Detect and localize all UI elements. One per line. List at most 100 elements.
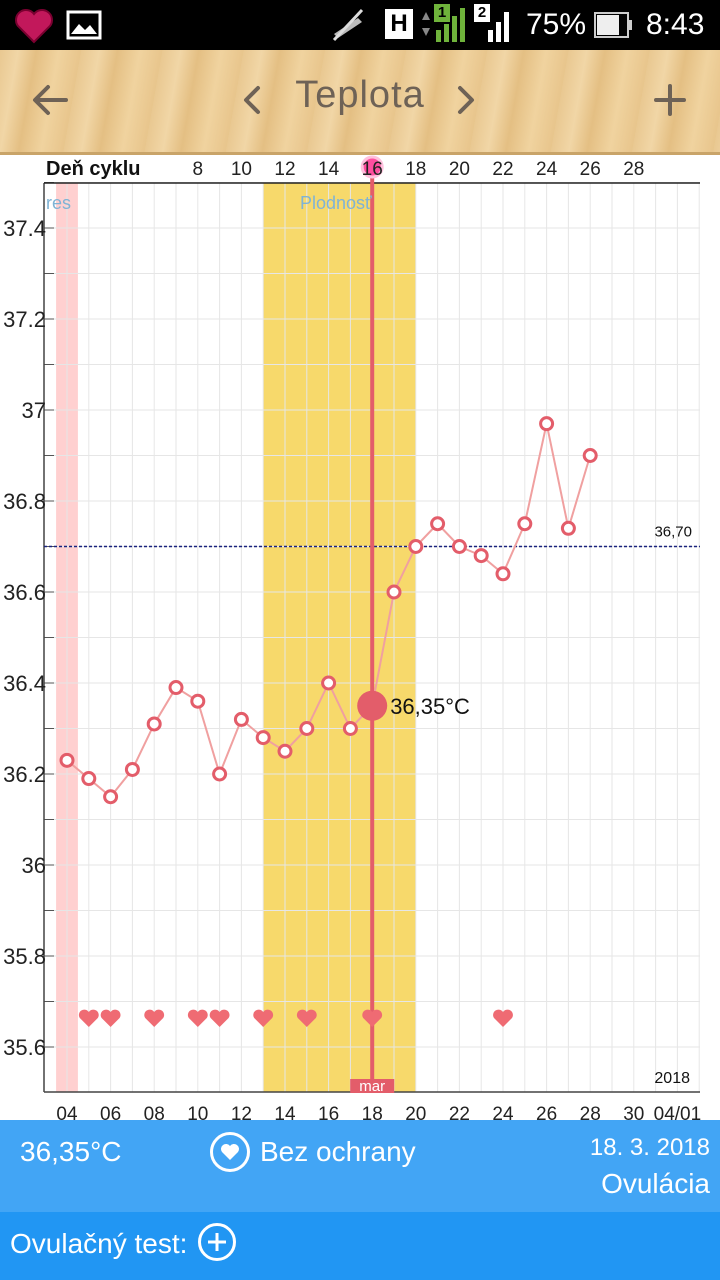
data-point [146,716,162,732]
sim2-badge: 2 [474,4,490,22]
status-bar: H 1 2 75% 8:43 [0,0,720,50]
cycle-day-tick-label: 16 [362,159,383,180]
cycle-day-tick-label: 12 [274,159,295,180]
date-tick-label: 30 [623,1104,644,1120]
data-point [430,516,446,532]
intercourse-heart-icon [78,1009,99,1027]
cycle-day-tick-label: 26 [580,159,601,180]
data-point [212,766,228,782]
data-point [408,539,424,554]
data-point [299,721,315,736]
selected-value-label: 36,35°C [390,694,470,719]
date-tick-label: 06 [100,1104,121,1120]
data-point [190,693,206,709]
y-tick-label: 36.6 [3,580,46,605]
fertile-band-label: Plodnosť [300,193,372,213]
summary-date: 18. 3. 2018 [589,1134,710,1161]
data-point [451,539,467,554]
cycle-day-tick-label: 18 [405,159,426,180]
intercourse-heart-icon [144,1009,165,1027]
day-summary-bar[interactable]: 36,35°C Bez ochrany 18. 3. 2018 Ovulácia [0,1120,720,1212]
month-label-background [350,1079,395,1093]
y-tick-label: 37 [22,398,46,423]
data-point [560,520,576,536]
data-point [582,448,598,463]
data-point [277,743,293,759]
date-tick-label: 04 [56,1104,78,1120]
arrow-back-icon [33,85,68,115]
cycle-day-tick-label: 22 [492,159,513,180]
summary-protection: Bez ochrany [260,1136,416,1167]
battery-icon [594,12,632,38]
cycle-day-tick-label: 24 [536,159,558,180]
period-band-label: res [46,193,71,213]
date-tick-label: 08 [144,1104,165,1120]
page-title: Teplota [295,74,425,116]
summary-phase: Ovulácia [601,1168,710,1199]
summary-temperature: 36,35°C [20,1136,122,1167]
intercourse-heart-icon [209,1009,230,1027]
date-tick-label: 14 [274,1104,296,1120]
signal-icon [422,8,509,42]
data-point [233,711,249,727]
app-heart-icon [15,9,53,44]
date-tick-label: 24 [492,1104,514,1120]
mute-icon [332,8,364,42]
cycle-day-tick-label: 10 [231,159,252,180]
month-label: mar [359,1078,385,1095]
cycle-day-tick-label: 14 [318,159,340,180]
ovulation-marker-icon [360,155,384,179]
data-point [321,675,337,691]
plus-icon [654,84,686,116]
data-point [168,680,184,696]
temperature-chart[interactable]: 36,70 36,35°C res Plodnosť 37.4 37.2 37 36.8 36.… [0,155,720,1125]
intercourse-heart-icon [493,1009,513,1027]
chart-canvas[interactable]: 36,70 36,35°C res Plodnosť 37.4 37.2 37 36.8 36.… [0,155,720,1125]
data-point [103,789,119,805]
ovulation-test-bar[interactable]: Ovulačný test: [0,1212,720,1280]
intercourse-heart-icon [100,1009,121,1027]
gallery-icon [66,10,102,40]
heart-circle-icon[interactable] [210,1132,250,1172]
cycle-day-tick-label: 20 [449,159,470,180]
plus-circle-icon[interactable] [198,1223,236,1261]
ovulation-test-label: Ovulačný test: [10,1228,188,1259]
data-point [81,771,97,787]
date-tick-label: 28 [580,1104,601,1120]
data-point [124,761,140,777]
year-label: 2018 [654,1070,690,1087]
y-tick-label: 37.4 [3,216,46,241]
sim1-badge: 1 [434,4,450,22]
date-tick-label: 16 [318,1104,339,1120]
app-bar: Teplota [0,50,720,155]
data-point [473,548,489,564]
y-tick-label: 36 [22,853,46,878]
previous-button[interactable] [222,70,282,130]
intercourse-heart-icon [187,1009,208,1027]
data-point [255,730,271,746]
data-point [539,416,555,432]
add-button[interactable] [640,70,700,130]
y-tick-label: 36.2 [3,762,46,787]
back-button[interactable] [20,70,80,130]
date-tick-label: 10 [187,1104,208,1120]
date-tick-label: 04/01 [654,1104,702,1120]
intercourse-heart-icon [362,1009,383,1027]
selected-data-point [357,690,388,721]
y-tick-label: 35.8 [3,944,46,969]
data-point [342,721,358,736]
next-button[interactable] [436,70,496,130]
clock: 8:43 [646,8,705,41]
intercourse-heart-icon [296,1009,317,1027]
date-tick-label: 26 [536,1104,557,1120]
data-point [517,516,533,532]
network-type: H [385,9,413,39]
data-point [495,566,511,582]
data-point [59,752,75,768]
cycle-day-tick-label: 8 [193,159,204,180]
data-point [386,584,402,600]
date-tick-label: 22 [449,1104,470,1120]
y-tick-label: 36.4 [3,671,46,696]
coverline-label: 36,70 [654,524,692,541]
date-tick-label: 20 [405,1104,426,1120]
